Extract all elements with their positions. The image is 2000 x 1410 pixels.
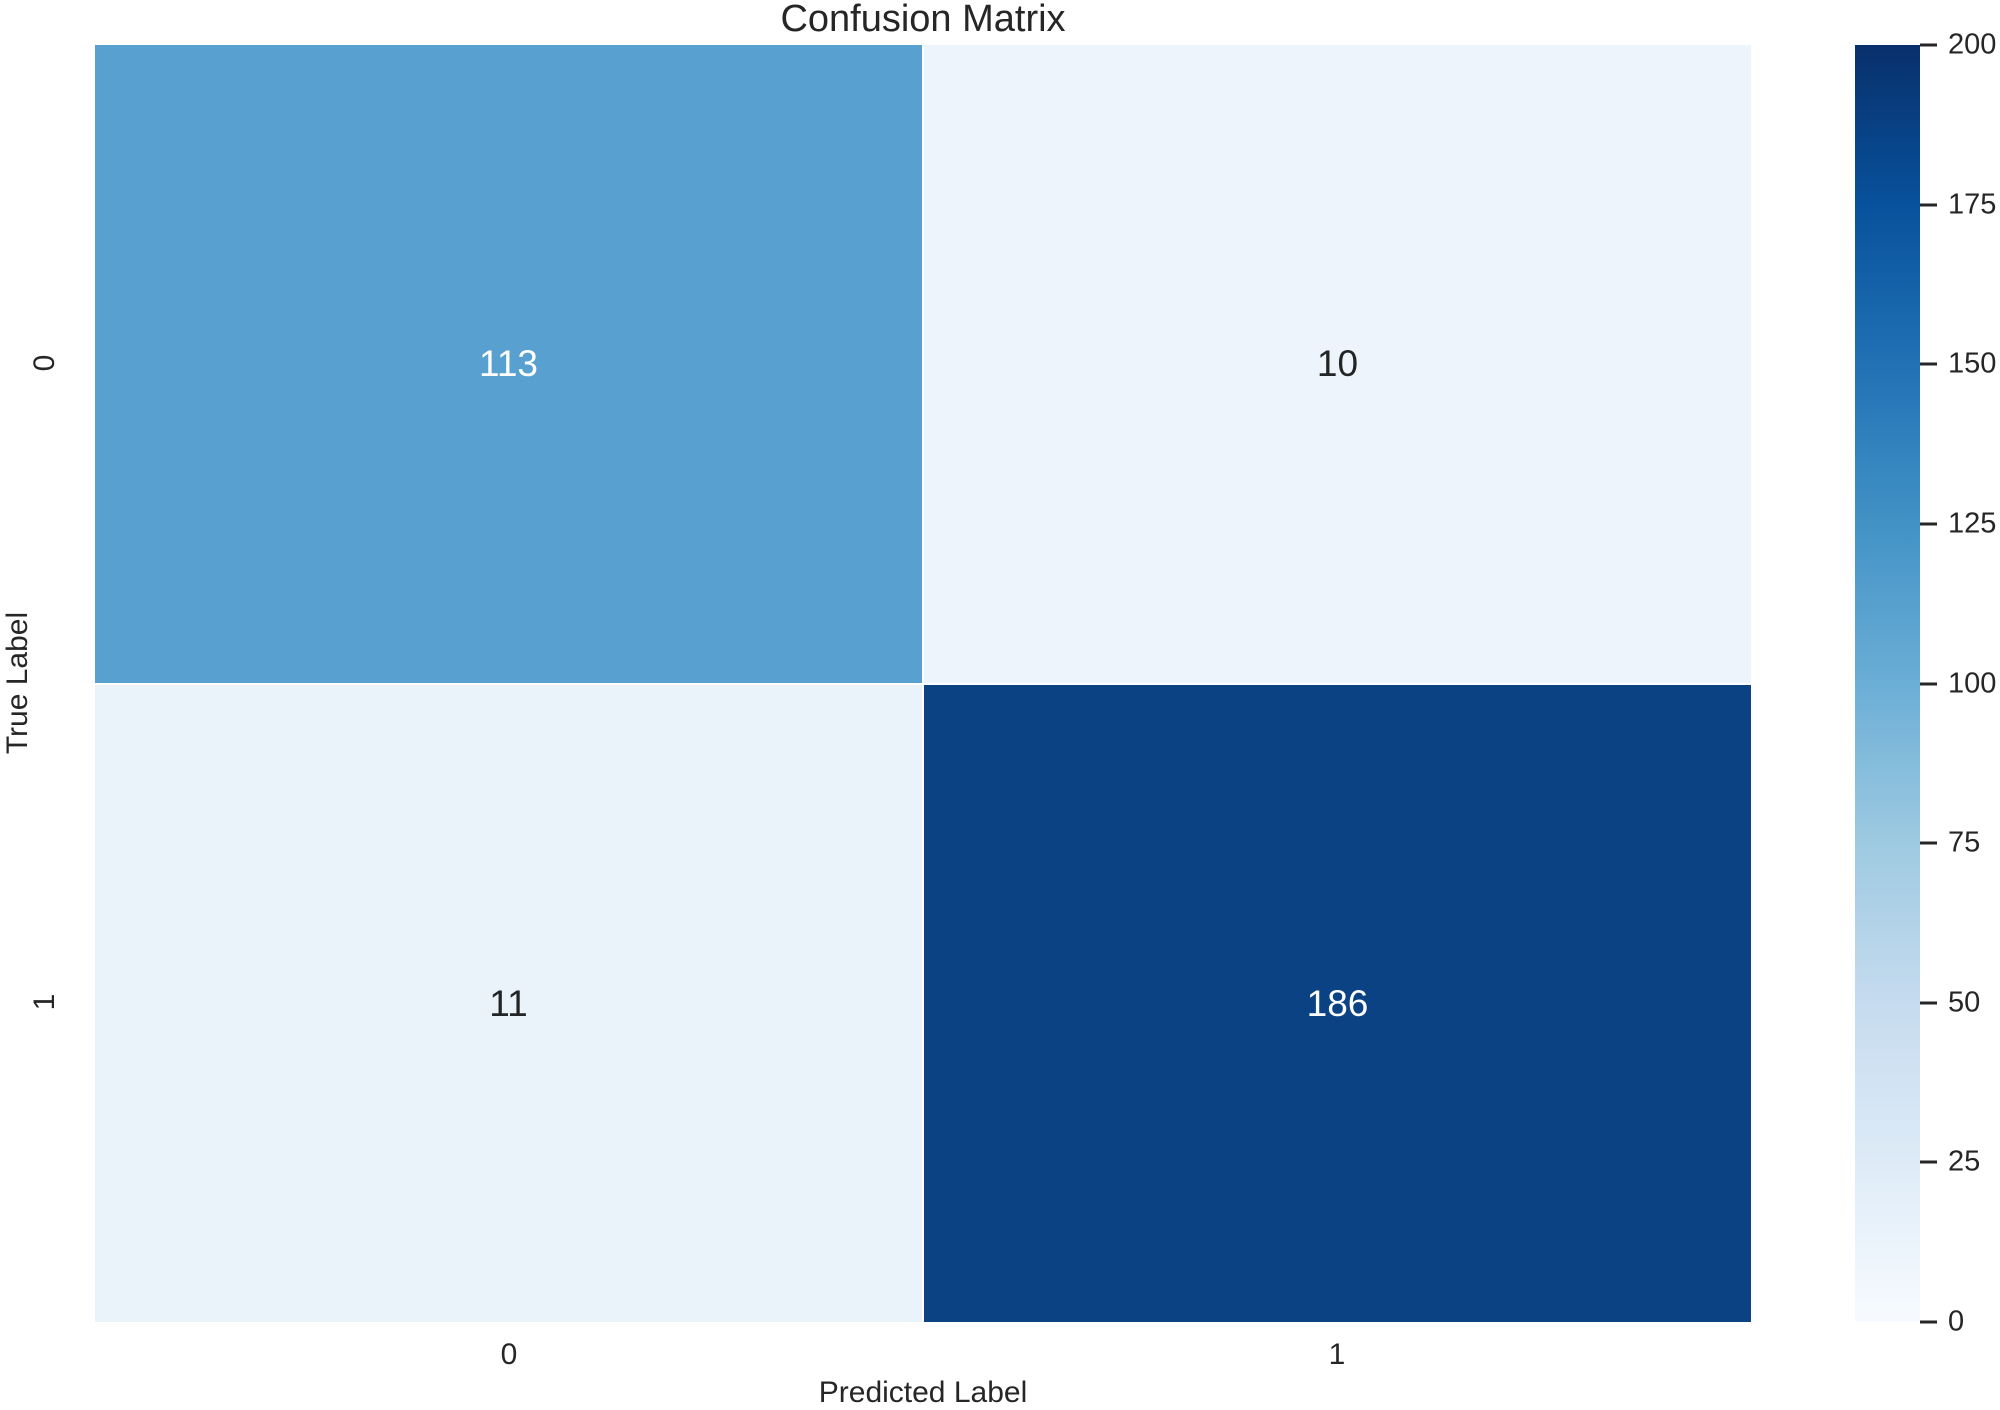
y-tick-label-0: 0	[28, 354, 61, 372]
cell-value: 113	[479, 343, 538, 385]
colorbar-tick: 75	[1920, 826, 1981, 859]
heatmap-cell-true0-pred0: 113	[95, 45, 922, 683]
heatmap-cell-true0-pred1: 10	[924, 45, 1751, 683]
tick-label: 25	[1948, 1145, 1981, 1178]
y-tick-label-1: 1	[28, 993, 61, 1011]
x-tick-label-0: 0	[500, 1338, 518, 1371]
tick-label: 125	[1948, 507, 1997, 540]
tick-label: 100	[1948, 667, 1997, 699]
colorbar-tick: 100	[1920, 669, 1996, 698]
tick-mark	[1920, 1160, 1937, 1164]
heatmap-cell-true1-pred1: 186	[924, 684, 1751, 1322]
colorbar-tick: 50	[1920, 988, 1980, 1017]
chart-title: Confusion Matrix	[780, 0, 1066, 40]
colorbar-tick-labels: 200 175 150 125 100 75 50 25	[1920, 30, 2000, 1336]
tick-mark	[1920, 43, 1937, 47]
heatmap-grid: 113 10 11 186	[95, 45, 1751, 1322]
tick-label: 175	[1948, 188, 1997, 221]
y-axis-label: True Label	[1, 611, 34, 755]
tick-label: 150	[1948, 347, 1997, 380]
tick-mark	[1920, 1320, 1937, 1324]
heatmap-cell-true1-pred0: 11	[95, 684, 922, 1322]
colorbar-tick: 25	[1920, 1145, 1981, 1178]
tick-mark	[1920, 1001, 1937, 1005]
tick-label: 0	[1948, 1305, 1965, 1338]
colorbar-tick: 125	[1920, 509, 1996, 538]
colorbar-tick: 200	[1920, 28, 1997, 61]
cell-value: 10	[1316, 343, 1359, 385]
tick-label: 200	[1948, 28, 1997, 61]
tick-mark	[1920, 362, 1937, 366]
colorbar-tick: 150	[1920, 347, 1997, 380]
tick-label: 50	[1948, 986, 1981, 1019]
tick-mark	[1920, 841, 1937, 845]
x-tick-label-1: 1	[1328, 1338, 1346, 1371]
tick-mark	[1920, 522, 1937, 526]
colorbar-tick: 175	[1920, 190, 1996, 219]
tick-label: 75	[1948, 826, 1981, 859]
tick-mark	[1920, 203, 1937, 207]
tick-mark	[1920, 682, 1937, 685]
cell-value: 11	[489, 982, 528, 1024]
colorbar-gradient	[1855, 45, 1920, 1322]
cell-value: 186	[1306, 982, 1369, 1024]
x-axis-label: Predicted Label	[818, 1376, 1028, 1409]
colorbar-tick: 0	[1920, 1305, 1965, 1338]
